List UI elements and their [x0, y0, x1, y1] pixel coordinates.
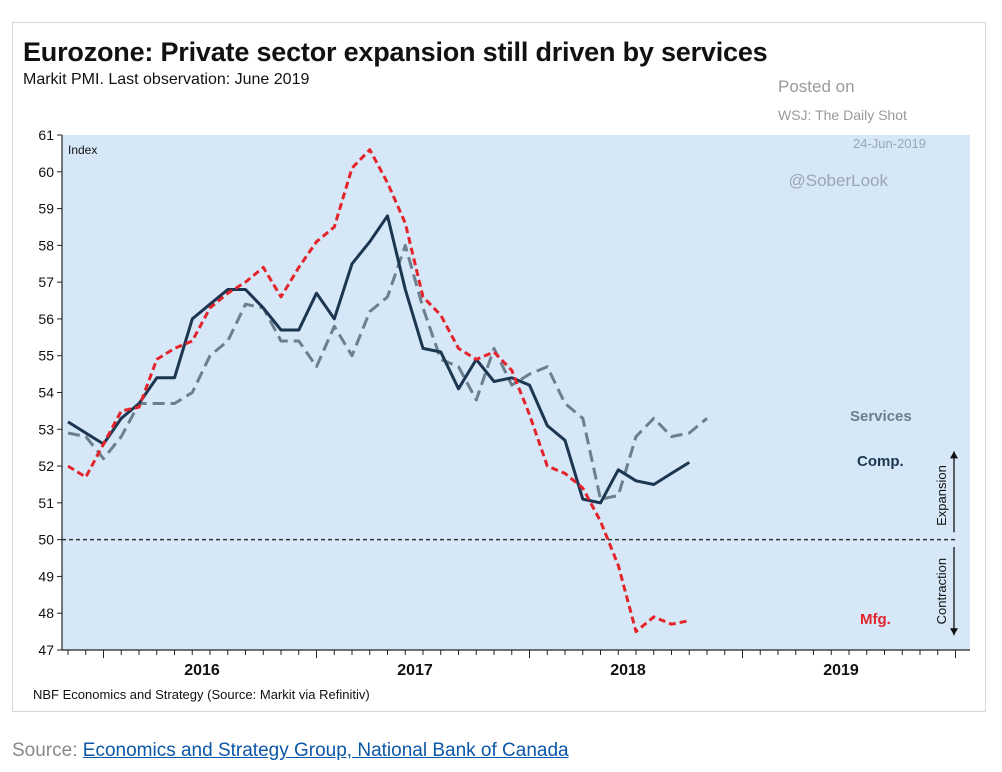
source-prefix: Source:: [12, 740, 83, 761]
y-tick-label: 60: [38, 164, 54, 180]
axes: 47 48 49 50 51 52 53 54 55 56 57 58 59 60 61 2016 2017 20…: [38, 127, 970, 679]
source-line: Source: Economics and Strategy Group, Na…: [12, 740, 569, 762]
y-tick-label: 54: [38, 385, 54, 401]
series-line-services: [67, 243, 708, 501]
y-tick-label: 56: [38, 311, 54, 327]
x-tick-label: 2018: [610, 662, 646, 679]
series-label: Services: [850, 408, 912, 425]
contraction-label: Contraction: [934, 558, 949, 624]
x-tick-label: 2016: [184, 662, 220, 679]
x-tick-label: 2017: [397, 662, 433, 679]
plot-area: [62, 135, 970, 650]
series-label: Comp.: [857, 453, 904, 470]
expansion-label: Expansion: [934, 465, 949, 526]
y-tick-label: 55: [38, 348, 54, 364]
labels-layer: Services Comp. Mfg. Index 24-Jun-2019 @SoberL…: [68, 136, 958, 636]
series-label: Mfg.: [860, 611, 891, 628]
series-layer: [67, 148, 708, 634]
watermark-source: WSJ: The Daily Shot: [778, 107, 907, 123]
y-tick-label: 48: [38, 605, 54, 621]
y-tick-label: 61: [38, 127, 54, 143]
series-line-comp: [67, 214, 691, 505]
watermark-date: 24-Jun-2019: [853, 136, 926, 151]
y-tick-label: 50: [38, 532, 54, 548]
y-tick-label: 58: [38, 237, 54, 253]
y-tick-label: 51: [38, 495, 54, 511]
expansion-arrow-head: [950, 451, 958, 459]
y-tick-label: 59: [38, 201, 54, 217]
watermark-posted-on: Posted on: [778, 77, 855, 96]
top-page-strip: [0, 0, 1002, 22]
contraction-arrow-head: [950, 628, 958, 636]
watermark-handle: @SoberLook: [789, 171, 889, 190]
x-tick-label: 2019: [823, 662, 859, 679]
chart-footnote: NBF Economics and Strategy (Source: Mark…: [33, 687, 370, 702]
series-line-mfg: [67, 148, 690, 634]
y-tick-label: 57: [38, 274, 54, 290]
y-tick-label: 53: [38, 421, 54, 437]
y-tick-label: 49: [38, 568, 54, 584]
y-tick-label: 47: [38, 642, 54, 658]
source-link[interactable]: Economics and Strategy Group, National B…: [82, 740, 569, 761]
chart-subtitle: Markit PMI. Last observation: June 2019: [23, 71, 310, 88]
y-tick-label: 52: [38, 458, 54, 474]
chart-title: Eurozone: Private sector expansion still…: [23, 37, 768, 67]
index-label: Index: [68, 143, 97, 157]
